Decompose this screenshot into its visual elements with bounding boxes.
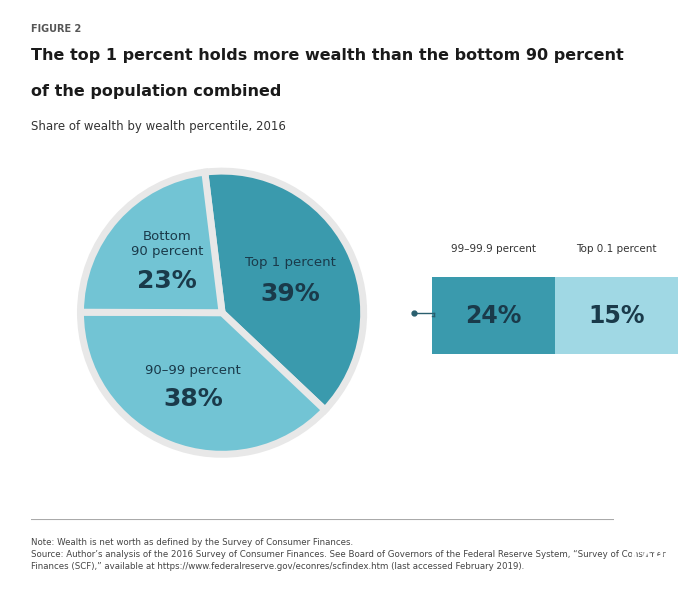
Text: Note: Wealth is net worth as defined by the Survey of Consumer Finances.
Source:: Note: Wealth is net worth as defined by … bbox=[31, 538, 666, 571]
Text: 23%: 23% bbox=[137, 269, 197, 293]
Text: Top 1 percent: Top 1 percent bbox=[245, 256, 336, 269]
Text: 99–99.9 percent: 99–99.9 percent bbox=[451, 244, 536, 254]
Text: Bottom
90 percent: Bottom 90 percent bbox=[131, 230, 203, 258]
Wedge shape bbox=[81, 312, 325, 454]
Wedge shape bbox=[205, 171, 364, 410]
Text: CAP: CAP bbox=[630, 550, 664, 565]
Text: Top 0.1 percent: Top 0.1 percent bbox=[576, 244, 657, 254]
Text: 39%: 39% bbox=[260, 282, 320, 306]
Text: 90–99 percent: 90–99 percent bbox=[145, 365, 241, 378]
Bar bbox=[432, 277, 555, 354]
Text: The top 1 percent holds more wealth than the bottom 90 percent: The top 1 percent holds more wealth than… bbox=[31, 48, 624, 63]
Text: 15%: 15% bbox=[589, 304, 645, 327]
Text: FIGURE 2: FIGURE 2 bbox=[31, 24, 81, 34]
Text: 38%: 38% bbox=[163, 387, 223, 411]
Text: of the population combined: of the population combined bbox=[31, 84, 282, 99]
Wedge shape bbox=[81, 172, 222, 313]
Text: Share of wealth by wealth percentile, 2016: Share of wealth by wealth percentile, 20… bbox=[31, 120, 286, 133]
Bar bbox=[555, 277, 678, 354]
Text: 24%: 24% bbox=[465, 304, 521, 327]
